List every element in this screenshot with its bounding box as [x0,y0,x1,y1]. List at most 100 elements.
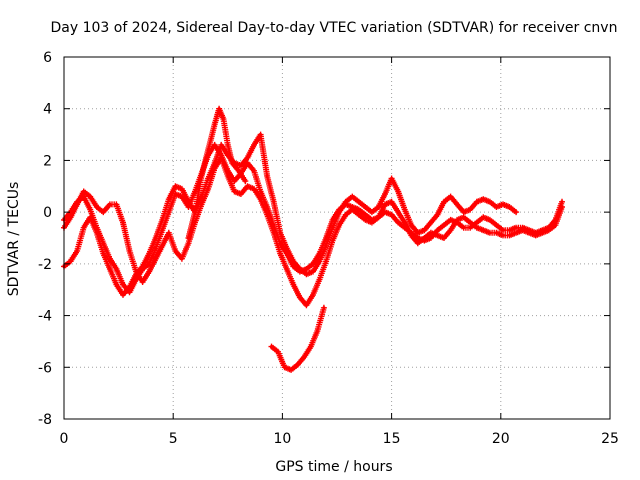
data-point [311,262,315,266]
data-point [213,122,217,126]
data-point [337,223,341,227]
data-point [422,236,426,240]
x-tick-label: 10 [273,431,291,447]
data-point [173,184,177,188]
marker-track [185,105,249,241]
data-point [324,244,328,248]
data-point [154,236,158,240]
data-point [272,231,276,235]
data-point [494,223,499,227]
series-track-d [185,105,249,241]
data-point [357,200,361,204]
series-track-c [61,131,520,298]
data-point [252,169,256,173]
data-point [276,350,280,354]
data-point [114,267,119,271]
data-point [409,233,413,238]
data-point [311,270,315,274]
data-point [193,210,197,214]
data-point [226,143,230,147]
data-point [186,236,191,240]
data-point [101,241,105,245]
data-point [514,226,518,230]
data-point [560,200,564,204]
data-point [331,226,335,230]
data-point [363,218,367,222]
data-point [167,210,171,214]
y-tick-label: 4 [43,102,52,118]
data-point [252,187,256,191]
data-point [154,257,158,261]
data-point [243,179,247,183]
data-point [462,210,466,214]
data-point [409,223,413,227]
data-point [245,184,250,188]
data-point [547,228,551,232]
data-point [390,213,394,217]
data-point [302,355,306,359]
data-point [488,231,492,235]
data-point [527,231,531,235]
data-point [278,241,282,245]
data-point [311,293,315,297]
data-point [127,249,132,253]
data-point [560,205,564,209]
data-point [272,200,276,204]
data-point [383,192,387,196]
data-point [167,197,171,201]
data-point [315,329,319,333]
data-point [199,202,204,206]
series-track-e [268,304,327,373]
data-point [514,210,518,214]
data-point [291,282,295,287]
data-point [317,251,322,256]
data-point [173,249,177,253]
data-point [88,207,92,212]
data-point [180,257,184,261]
data-point [350,207,354,212]
data-point [317,259,322,263]
data-point [435,213,440,217]
data-point [160,218,164,222]
data-point [429,220,433,225]
data-point [121,282,125,287]
data-point [468,207,472,212]
x-tick-label: 25 [601,431,619,447]
data-point [298,295,302,300]
data-point [269,345,274,349]
data-point [101,210,105,214]
data-point [217,107,221,111]
x-tick-label: 0 [60,431,69,447]
data-point [448,228,453,232]
data-point [121,220,125,225]
data-point [147,270,151,274]
data-point [357,207,361,212]
data-point [68,259,73,263]
data-point [442,200,446,204]
data-point [245,156,250,160]
data-point [193,189,197,194]
data-point [403,220,407,225]
y-tick-label: -6 [38,360,52,376]
data-point [101,251,105,256]
data-point [141,280,145,284]
data-point [350,195,354,199]
data-point [278,231,282,235]
data-point [416,231,420,235]
data-point [363,205,367,209]
data-point [475,220,479,225]
data-point [462,226,466,230]
data-point [370,210,374,214]
data-point [494,231,499,235]
data-point [95,231,99,235]
data-point [134,272,138,276]
data-point [298,267,302,271]
x-tick-label: 20 [492,431,510,447]
data-point [455,202,459,206]
data-point [534,233,538,238]
data-point [448,218,453,222]
data-point [213,143,217,147]
y-tick-label: -4 [38,309,52,325]
data-point [186,241,191,245]
